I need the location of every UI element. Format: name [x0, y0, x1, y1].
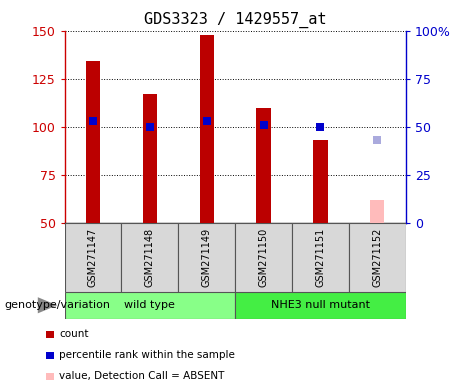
- Bar: [86, 61, 100, 223]
- Text: GSM271147: GSM271147: [88, 228, 98, 287]
- Bar: [178, 223, 235, 292]
- Bar: [256, 108, 271, 223]
- Bar: [292, 223, 349, 292]
- Bar: [235, 292, 406, 319]
- Text: GSM271149: GSM271149: [201, 228, 212, 287]
- Text: wild type: wild type: [124, 300, 175, 310]
- Bar: [143, 94, 157, 223]
- Text: GSM271150: GSM271150: [259, 228, 269, 287]
- Bar: [313, 140, 327, 223]
- Bar: [65, 223, 121, 292]
- Text: GSM271152: GSM271152: [372, 228, 382, 287]
- Bar: [121, 223, 178, 292]
- Bar: [349, 223, 406, 292]
- Bar: [65, 292, 235, 319]
- Text: genotype/variation: genotype/variation: [5, 300, 111, 310]
- Text: count: count: [59, 329, 89, 339]
- Title: GDS3323 / 1429557_at: GDS3323 / 1429557_at: [144, 12, 326, 28]
- Bar: [235, 223, 292, 292]
- Text: value, Detection Call = ABSENT: value, Detection Call = ABSENT: [59, 371, 225, 381]
- Text: GSM271148: GSM271148: [145, 228, 155, 287]
- Text: NHE3 null mutant: NHE3 null mutant: [271, 300, 370, 310]
- Polygon shape: [38, 297, 57, 313]
- Bar: [370, 200, 384, 223]
- Bar: [200, 35, 214, 223]
- Text: GSM271151: GSM271151: [315, 228, 325, 287]
- Text: percentile rank within the sample: percentile rank within the sample: [59, 350, 235, 360]
